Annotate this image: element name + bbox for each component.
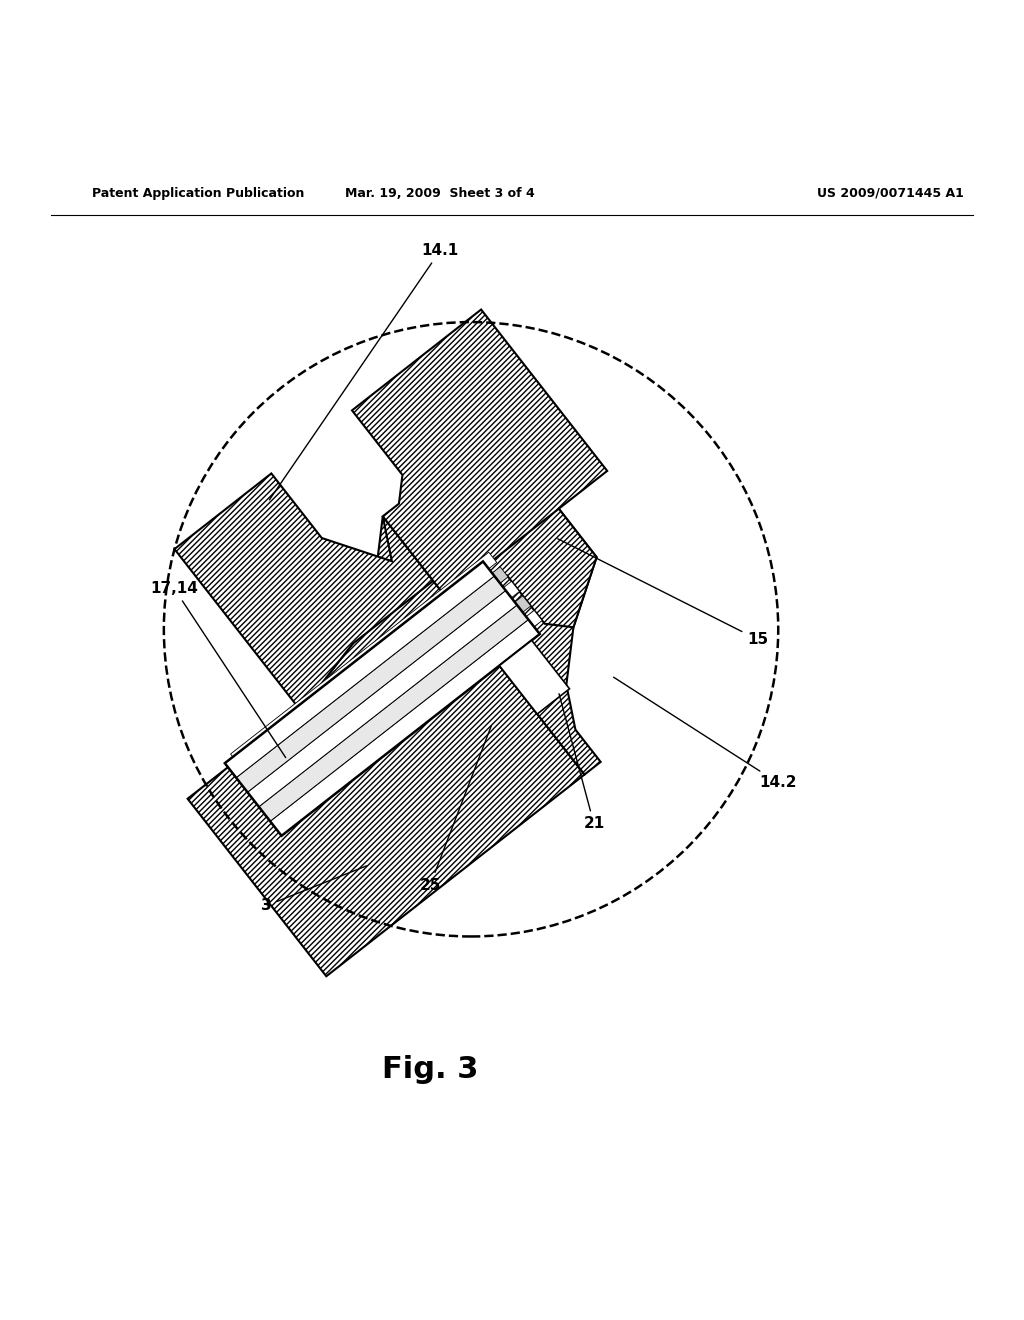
Polygon shape [259,605,528,821]
Polygon shape [253,581,519,793]
Text: 14.2: 14.2 [613,677,797,791]
Polygon shape [242,566,508,779]
Polygon shape [270,619,540,836]
Polygon shape [276,610,542,822]
Polygon shape [478,508,597,627]
Polygon shape [230,552,497,764]
Polygon shape [225,561,495,777]
Polygon shape [174,474,433,710]
Polygon shape [352,309,607,775]
Text: 14.1: 14.1 [269,243,459,500]
Text: US 2009/0071445 A1: US 2009/0071445 A1 [817,186,965,199]
Text: Mar. 19, 2009  Sheet 3 of 4: Mar. 19, 2009 Sheet 3 of 4 [345,186,536,199]
Polygon shape [237,576,506,792]
Polygon shape [500,640,569,714]
Polygon shape [187,516,585,977]
Text: 21: 21 [559,694,604,832]
Text: Patent Application Publication: Patent Application Publication [92,186,304,199]
Polygon shape [264,595,530,808]
Text: 15: 15 [558,539,768,647]
Text: 25: 25 [420,726,492,892]
Text: 17,14: 17,14 [151,581,286,758]
Polygon shape [248,590,517,807]
Text: 3: 3 [261,866,367,913]
Text: Fig. 3: Fig. 3 [382,1055,478,1084]
